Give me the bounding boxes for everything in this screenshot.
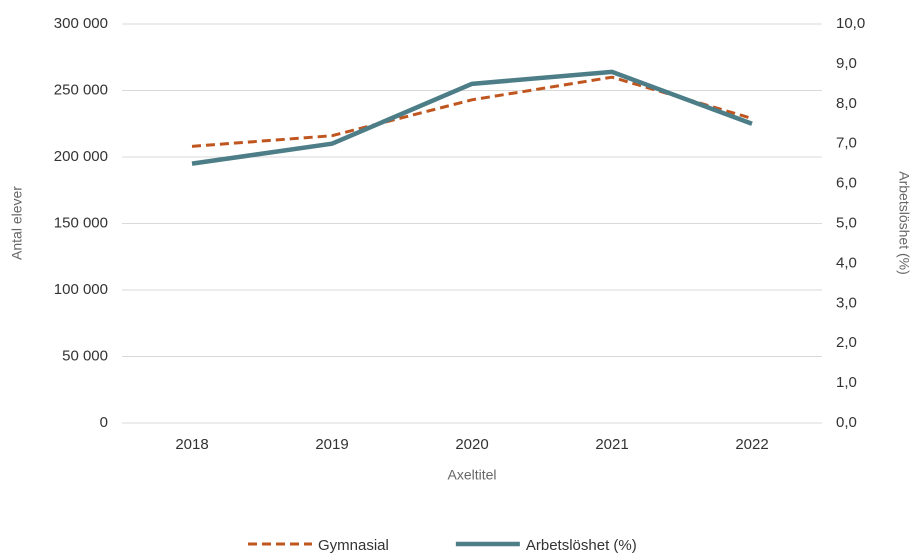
y-tick-label: 0	[100, 414, 108, 431]
y-tick-label: 100 000	[54, 281, 108, 298]
series-line	[191, 75, 753, 148]
x-tick-label: 2018	[175, 436, 208, 453]
y-tick-label: 50 000	[62, 347, 108, 364]
y2-tick-label: 1,0	[836, 374, 857, 391]
y2-tick-label: 10,0	[836, 15, 865, 32]
legend-label: Gymnasial	[318, 537, 389, 554]
y-axis-label: Antal elever	[9, 186, 25, 260]
y2-tick-label: 5,0	[836, 214, 857, 231]
y-tick-label: 150 000	[54, 214, 108, 231]
y2-tick-label: 4,0	[836, 254, 857, 271]
legend-label: Arbetslöshet (%)	[526, 537, 637, 554]
y-tick-label: 300 000	[54, 15, 108, 32]
x-axis-label: Axeltitel	[447, 467, 496, 483]
y2-tick-label: 3,0	[836, 294, 857, 311]
series-line	[191, 69, 753, 166]
y2-tick-label: 8,0	[836, 95, 857, 112]
y2-tick-label: 6,0	[836, 175, 857, 192]
y2-tick-label: 2,0	[836, 334, 857, 351]
x-tick-label: 2021	[595, 436, 628, 453]
y-tick-label: 200 000	[54, 148, 108, 165]
x-tick-label: 2020	[455, 436, 488, 453]
y2-axis-label: Arbetslöshet (%)	[896, 171, 911, 274]
y2-tick-label: 7,0	[836, 135, 857, 152]
x-tick-label: 2022	[735, 436, 768, 453]
y2-tick-label: 9,0	[836, 55, 857, 72]
y2-tick-label: 0,0	[836, 414, 857, 431]
x-tick-label: 2019	[315, 436, 348, 453]
y-tick-label: 250 000	[54, 81, 108, 98]
